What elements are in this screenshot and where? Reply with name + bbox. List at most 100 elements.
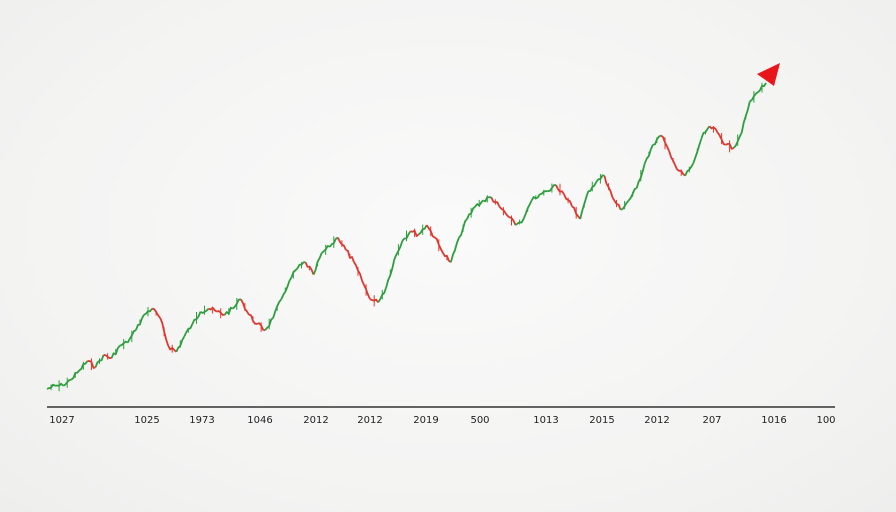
series-segment [208,306,218,314]
series-segment [385,258,396,288]
series-segment [410,228,420,238]
series-segment [167,344,177,353]
series-segment [336,237,347,251]
series-segment [652,134,662,146]
series-segment [692,138,703,164]
x-tick-label: 1027 [49,415,74,426]
series-segment [579,190,590,220]
series-segment [159,317,170,346]
series-segment [627,187,638,201]
series-segment [515,218,525,226]
x-tick-label: 2019 [413,415,438,426]
series-segment [506,215,517,226]
series-segment [329,236,339,248]
series-segment [54,380,64,392]
series-segment [110,345,121,359]
series-segment [94,354,105,368]
series-segment [474,199,484,208]
series-segment [588,181,598,193]
series-segment [547,183,557,193]
x-tick-label: 2012 [303,415,328,426]
series-segment [70,369,80,381]
series-segment [272,298,283,319]
x-tick-label: 2012 [357,415,382,426]
series-segment [46,383,56,391]
series-segment [740,101,751,133]
series-segment [288,267,299,282]
series-segment [175,335,186,353]
series-segment [733,132,743,149]
series-segment [611,196,622,211]
series-segment [700,125,711,139]
x-tick-label: 500 [470,415,489,426]
x-tick-label: 1046 [247,415,272,426]
series-segment [668,150,678,170]
series-segment [418,224,428,236]
series-segment [135,314,145,331]
series-segment [684,162,695,177]
series-segment [555,183,565,196]
series-segment [466,205,476,220]
series-segment [393,240,404,260]
series-segment [151,307,161,319]
series-segment [62,377,72,388]
series-segment [635,163,646,189]
series-segment [498,205,509,217]
series-line-piece [272,298,283,319]
x-tick-label: 1025 [134,415,159,426]
series-segment [425,224,436,239]
series-segment [216,308,225,319]
x-tick-label: 100 [816,415,835,426]
series-segment [757,82,767,93]
series-segment [87,358,96,371]
series-segment [450,237,460,263]
series-segment [143,307,153,317]
series-segment [256,322,266,332]
series-segment [183,323,194,337]
series-segment [482,195,492,203]
series-segment [708,125,719,133]
series-segment [716,131,726,146]
series-segment [660,134,670,152]
series-segment [191,311,202,325]
series-segment [595,174,605,184]
series-segment [458,218,468,239]
x-tick-label: 1016 [761,415,786,426]
series-segment [264,317,274,331]
series-segment [103,353,112,360]
series-segment [401,230,412,242]
series-segment [676,168,686,177]
series-segment [490,196,501,207]
series-segment [200,305,210,315]
series-segment [361,280,371,300]
series-segment [304,261,315,275]
series-segment [345,249,355,263]
series-segment [240,298,250,316]
series-segment [571,205,581,220]
series-segment [620,199,630,211]
x-tick-label: 2012 [644,415,669,426]
trend-arrow-icon [757,63,780,86]
series-segment [442,252,452,263]
series-segment [248,313,258,325]
x-tick-label: 2015 [589,415,614,426]
series-segment [530,193,541,201]
series-segment [539,189,548,196]
series-segment [434,236,444,254]
series-segment [725,140,735,153]
series-segment [377,286,388,303]
series-segment [232,298,242,310]
series-segment [563,193,573,207]
series-segment [369,295,379,307]
series-segment [119,339,129,350]
series-segment [522,200,533,220]
series-segment [312,252,323,275]
series-segment [603,175,614,198]
series-segment [223,306,234,316]
x-tick-label: 1973 [189,415,214,426]
series-segment [643,144,654,164]
series-layer [46,82,767,392]
series-segment [749,91,759,103]
